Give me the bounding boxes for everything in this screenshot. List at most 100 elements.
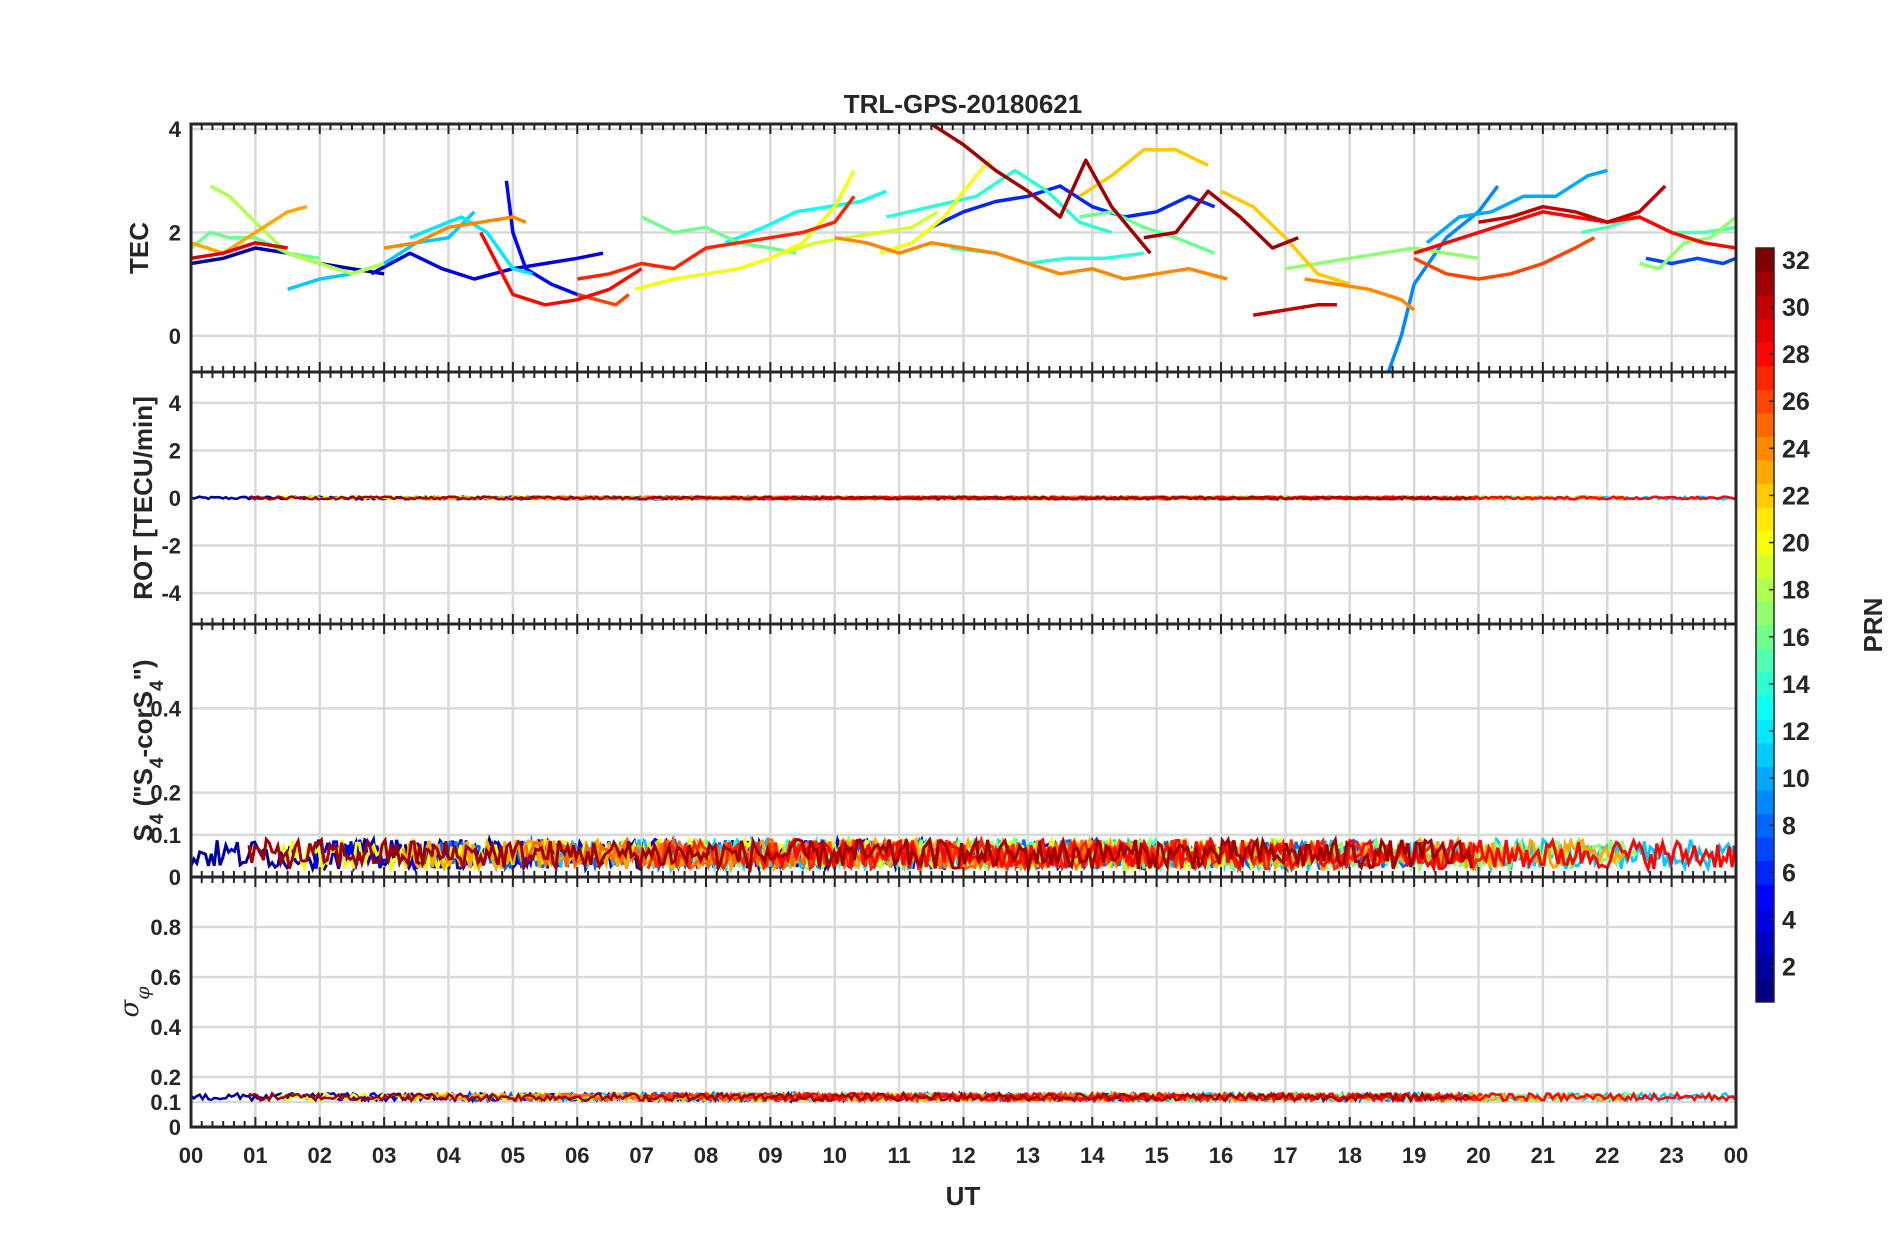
x-tick-label: 09: [758, 1143, 782, 1168]
tec-series-prn-5: [504, 180, 598, 302]
x-tick-label: 23: [1659, 1143, 1683, 1168]
panel-sigma: 00.10.2 0.4 0.6 0.8 σφ: [115, 875, 1738, 1140]
x-axis-label: UT: [946, 1181, 981, 1211]
tec-series-prn-13: [724, 189, 887, 245]
colorbar-tick-label: 24: [1782, 435, 1810, 463]
tec-series-prn-17: [1285, 246, 1479, 271]
y-axis-label-s4: S4 ("S4-corS4"): [128, 659, 168, 841]
y-ticks-sigma: 00.10.2 0.4 0.6 0.8: [150, 915, 181, 1140]
x-tick-label: 10: [823, 1143, 847, 1168]
tec-series-prn-9: [1386, 184, 1500, 372]
colorbar-band: [1756, 884, 1774, 909]
y-tick-label: 0.1: [150, 1090, 181, 1115]
y-axis-label-tec: TEC: [124, 222, 154, 274]
tec-series-prn-18: [209, 184, 385, 276]
y-axis-label-rot: ROT [TECU/min]: [128, 396, 158, 600]
y-tick-label: 0.8: [150, 915, 181, 940]
colorbar-band: [1756, 577, 1774, 602]
y-tick-label: -2: [161, 534, 181, 559]
x-tick-label: 15: [1144, 1143, 1168, 1168]
x-tick-label: 04: [436, 1143, 461, 1168]
tec-series-prn-26: [1413, 236, 1596, 281]
x-tick-label: 06: [565, 1143, 589, 1168]
colorbar-band: [1756, 483, 1774, 508]
tec-series-prn-30: [1252, 303, 1337, 317]
chart-title: TRL-GPS-20180621: [844, 89, 1082, 119]
y-tick-label: 2: [169, 221, 181, 246]
x-tick-label: 11: [887, 1143, 910, 1168]
tec-series-prn-20: [879, 159, 991, 255]
s4-label-sub-b: 4: [147, 757, 168, 768]
tec-series-prn-20: [634, 169, 856, 291]
colorbar-band: [1756, 625, 1774, 650]
y-tick-label: 4: [169, 117, 182, 142]
colorbar-tick-label: 20: [1782, 530, 1810, 558]
x-tick-label: 18: [1338, 1143, 1362, 1168]
x-tick-label: 17: [1273, 1143, 1297, 1168]
rot-series-prn-31: [248, 495, 1472, 502]
colorbar-tick-label: 4: [1782, 907, 1796, 935]
y-tick-label: 4: [169, 391, 182, 416]
tec-series-prn-28: [1413, 210, 1736, 255]
y-ticks-rot: -4 -2 0 2 4: [161, 391, 181, 606]
colorbar-band: [1756, 742, 1774, 767]
tec-series-prn-30: [1478, 184, 1667, 224]
colorbar-band: [1756, 907, 1774, 932]
colorbar-tick-label: 26: [1782, 388, 1810, 416]
x-tick-label: 00: [179, 1143, 203, 1168]
colorbar-band: [1756, 554, 1774, 579]
x-tick-label: 12: [951, 1143, 975, 1168]
sigma-series-prn-31: [248, 1090, 1472, 1104]
x-tick-label: 20: [1466, 1143, 1490, 1168]
y-ticks-tec: 0 2 4: [169, 117, 182, 349]
traces-tec: [191, 124, 1736, 372]
traces-s4: [191, 833, 1736, 875]
tec-series-prn-24: [834, 235, 1228, 281]
colorbar-band: [1756, 436, 1774, 461]
x-tick-label: 05: [501, 1143, 525, 1168]
x-tick-label: 08: [694, 1143, 718, 1168]
colorbar-band: [1756, 978, 1774, 1003]
panel-tec: 0 2 4 TEC: [124, 117, 1738, 374]
colorbar-band: [1756, 389, 1774, 414]
tec-series-prn-28: [479, 231, 643, 307]
colorbar-band: [1756, 695, 1774, 720]
tec-series-prn-17: [1638, 215, 1736, 271]
colorbar-band: [1756, 837, 1774, 862]
tec-series-prn-6: [930, 184, 1216, 229]
colorbar-band: [1756, 601, 1774, 626]
y-tick-label: 0.4: [150, 696, 181, 721]
colorbar-band: [1756, 813, 1774, 838]
y-tick-label: 0: [169, 486, 181, 511]
colorbar-band: [1756, 460, 1774, 485]
colorbar-tick-label: 8: [1782, 812, 1796, 840]
tec-series-prn-19: [782, 210, 939, 255]
colorbar-bands: [1756, 248, 1774, 1003]
panel-s4: 00.10.20.4 S4 ("S4-corS4"): [128, 622, 1738, 890]
colorbar-tick-label: 22: [1782, 482, 1810, 510]
tec-series-prn-10: [1425, 168, 1608, 245]
tec-series-prn-23: [191, 205, 308, 255]
x-tick-label: 13: [1016, 1143, 1040, 1168]
x-tick-label: 16: [1209, 1143, 1233, 1168]
y-ticks-s4: 0 0.1 0.2 0.4: [150, 696, 181, 890]
x-tick-label: 00: [1724, 1143, 1748, 1168]
colorbar-tick-label: 2: [1782, 954, 1796, 982]
grid-s4: [191, 624, 1736, 879]
y-tick-label: 0.4: [150, 1015, 181, 1040]
tec-series-prn-24: [1304, 277, 1416, 312]
sigma-label-sub: φ: [132, 986, 154, 1000]
x-tick-label: 01: [243, 1143, 267, 1168]
tec-series-prn-22: [1078, 148, 1209, 198]
tec-series-prn-24: [383, 215, 527, 250]
s4-label-mid: ("S: [128, 768, 158, 814]
tec-series-prn-14: [885, 168, 1113, 235]
s4-label-end: "): [128, 659, 158, 680]
tec-series-prn-16: [1079, 210, 1216, 255]
colorbar-band: [1756, 507, 1774, 532]
y-tick-label: 0: [169, 324, 181, 349]
x-tick-label: 02: [308, 1143, 332, 1168]
